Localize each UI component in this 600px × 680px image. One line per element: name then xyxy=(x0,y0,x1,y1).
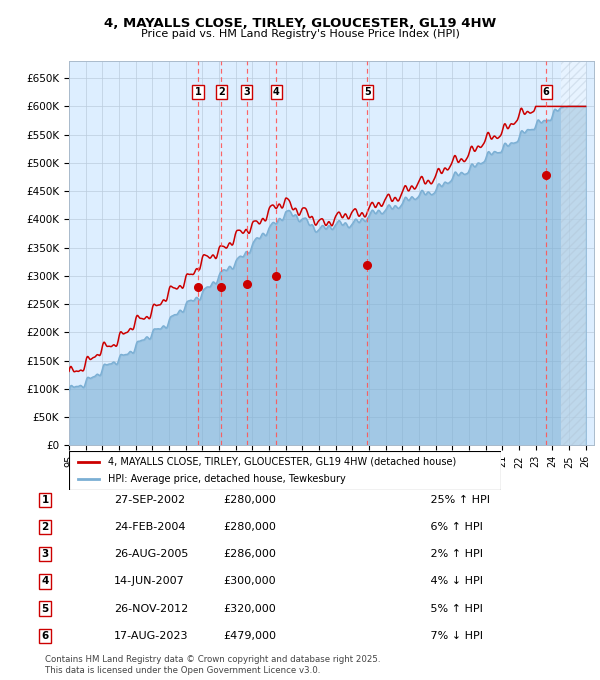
Text: 14-JUN-2007: 14-JUN-2007 xyxy=(114,577,185,586)
Text: 2% ↑ HPI: 2% ↑ HPI xyxy=(420,549,483,559)
Text: 3: 3 xyxy=(41,549,49,559)
Text: 26-AUG-2005: 26-AUG-2005 xyxy=(114,549,188,559)
Text: 17-AUG-2023: 17-AUG-2023 xyxy=(114,631,188,641)
FancyBboxPatch shape xyxy=(69,451,501,490)
Text: 6: 6 xyxy=(41,631,49,641)
Text: 4, MAYALLS CLOSE, TIRLEY, GLOUCESTER, GL19 4HW (detached house): 4, MAYALLS CLOSE, TIRLEY, GLOUCESTER, GL… xyxy=(108,457,456,466)
Text: 5% ↑ HPI: 5% ↑ HPI xyxy=(420,604,483,613)
Text: £280,000: £280,000 xyxy=(223,495,276,505)
Text: 4: 4 xyxy=(41,577,49,586)
Text: £280,000: £280,000 xyxy=(223,522,276,532)
Text: 25% ↑ HPI: 25% ↑ HPI xyxy=(420,495,490,505)
Text: HPI: Average price, detached house, Tewkesbury: HPI: Average price, detached house, Tewk… xyxy=(108,474,346,483)
Text: 26-NOV-2012: 26-NOV-2012 xyxy=(114,604,188,613)
Text: Contains HM Land Registry data © Crown copyright and database right 2025.
This d: Contains HM Land Registry data © Crown c… xyxy=(45,655,380,675)
Text: 5: 5 xyxy=(364,87,371,97)
Text: 2: 2 xyxy=(218,87,225,97)
Text: 1: 1 xyxy=(41,495,49,505)
Text: £286,000: £286,000 xyxy=(223,549,276,559)
Text: 5: 5 xyxy=(41,604,49,613)
Text: £479,000: £479,000 xyxy=(223,631,276,641)
Text: 1: 1 xyxy=(194,87,202,97)
Text: 27-SEP-2002: 27-SEP-2002 xyxy=(114,495,185,505)
Text: 4: 4 xyxy=(273,87,280,97)
Text: 24-FEB-2004: 24-FEB-2004 xyxy=(114,522,185,532)
Text: Price paid vs. HM Land Registry's House Price Index (HPI): Price paid vs. HM Land Registry's House … xyxy=(140,29,460,39)
Text: £320,000: £320,000 xyxy=(223,604,276,613)
Text: 7% ↓ HPI: 7% ↓ HPI xyxy=(420,631,483,641)
Text: 4% ↓ HPI: 4% ↓ HPI xyxy=(420,577,483,586)
Text: 6: 6 xyxy=(543,87,550,97)
Text: £300,000: £300,000 xyxy=(223,577,276,586)
Text: 3: 3 xyxy=(243,87,250,97)
Text: 4, MAYALLS CLOSE, TIRLEY, GLOUCESTER, GL19 4HW: 4, MAYALLS CLOSE, TIRLEY, GLOUCESTER, GL… xyxy=(104,17,496,30)
Text: 6% ↑ HPI: 6% ↑ HPI xyxy=(420,522,483,532)
Text: 2: 2 xyxy=(41,522,49,532)
